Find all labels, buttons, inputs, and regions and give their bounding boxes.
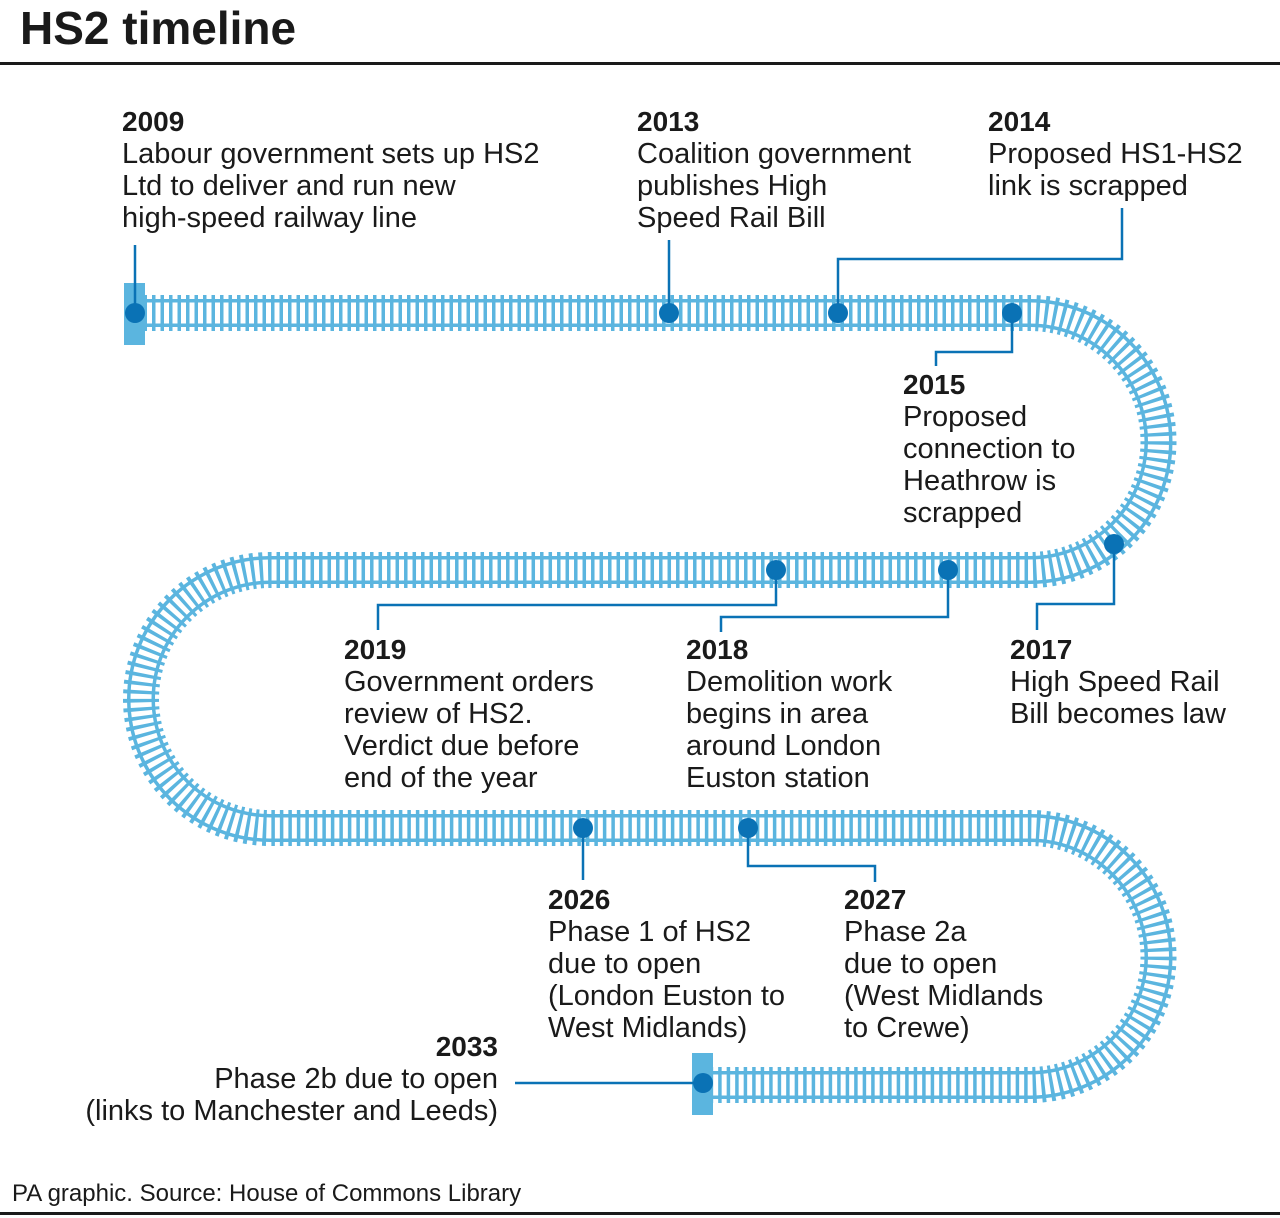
event-text: end of the year: [344, 762, 538, 794]
event-text: Ltd to deliver and run new: [122, 170, 457, 202]
event-text: scrapped: [903, 497, 1022, 529]
event-text: connection to: [903, 433, 1076, 465]
event-text: Proposed HS1-HS2: [988, 138, 1243, 170]
leader: [836, 208, 1124, 313]
leader: [376, 570, 778, 630]
stop: [738, 818, 758, 838]
event-year: 2027: [844, 884, 906, 915]
leader: [1035, 544, 1116, 630]
event-text: Bill becomes law: [1010, 698, 1227, 730]
event-year: 2014: [988, 106, 1051, 137]
event-text: high-speed railway line: [122, 202, 417, 234]
event-year: 2018: [686, 634, 748, 665]
title-rule: [0, 62, 1280, 65]
bottom-rule: [0, 1212, 1280, 1215]
event-text: Proposed: [903, 401, 1027, 433]
event-text: High Speed Rail: [1010, 666, 1220, 698]
event-text: Phase 1 of HS2: [548, 916, 751, 948]
stop: [828, 303, 848, 323]
event-text: Speed Rail Bill: [637, 202, 826, 234]
event-year: 2013: [637, 106, 699, 137]
event-year: 2019: [344, 634, 406, 665]
event-text: begins in area: [686, 698, 869, 730]
stop: [125, 303, 145, 323]
stop: [659, 303, 679, 323]
event-year: 2017: [1010, 634, 1072, 665]
source: PA graphic. Source: House of Commons Lib…: [12, 1180, 521, 1207]
event-text: due to open: [844, 948, 997, 980]
leader: [719, 570, 950, 632]
event-text: (West Midlands: [844, 980, 1043, 1012]
event-text: Phase 2b due to open: [214, 1063, 498, 1095]
event-text: (London Euston to: [548, 980, 785, 1012]
event-text: publishes High: [637, 170, 827, 202]
leaders: [133, 208, 1124, 1085]
title: HS2 timeline: [20, 2, 296, 54]
event-text: West Midlands): [548, 1012, 747, 1044]
event-text: link is scrapped: [988, 170, 1188, 202]
event-year: 2026: [548, 884, 610, 915]
stops: [125, 303, 1124, 1093]
stop: [766, 560, 786, 580]
stop: [573, 818, 593, 838]
event-year: 2009: [122, 106, 184, 137]
track: [123, 283, 1177, 1115]
event-text: around London: [686, 730, 881, 762]
stop: [938, 560, 958, 580]
event-year: 2033: [436, 1031, 498, 1062]
event-text: Verdict due before: [344, 730, 579, 762]
event-text: Phase 2a: [844, 916, 967, 948]
event-text: Government orders: [344, 666, 594, 698]
event-text: Heathrow is: [903, 465, 1056, 497]
event-text: Coalition government: [637, 138, 911, 170]
stop: [693, 1073, 713, 1093]
event-text: Euston station: [686, 762, 870, 794]
event-text: to Crewe): [844, 1012, 970, 1044]
event-text: Labour government sets up HS2: [122, 138, 540, 170]
stop: [1104, 534, 1124, 554]
leader: [746, 828, 877, 882]
leader: [934, 313, 1014, 366]
event-year: 2015: [903, 369, 965, 400]
sleepers: [123, 295, 1177, 1103]
event-text: due to open: [548, 948, 701, 980]
stop: [1002, 303, 1022, 323]
event-text: (links to Manchester and Leeds): [85, 1095, 498, 1127]
event-text: Demolition work: [686, 666, 893, 698]
event-text: review of HS2.: [344, 698, 533, 730]
